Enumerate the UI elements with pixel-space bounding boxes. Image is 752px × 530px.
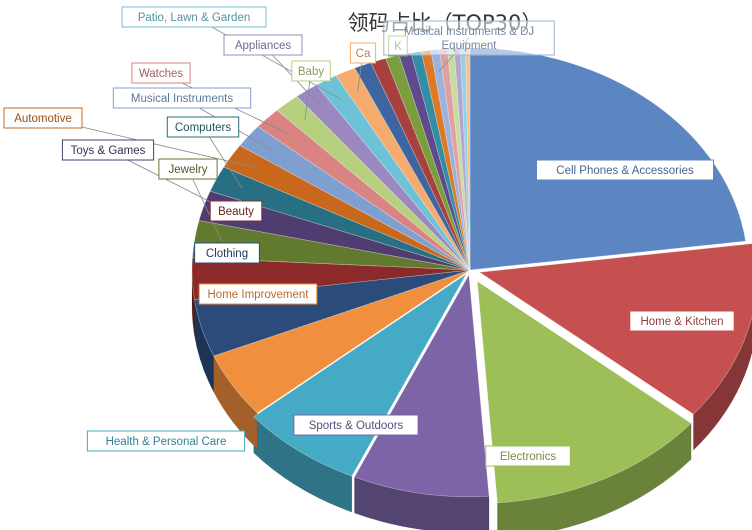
- slice-label: Clothing: [194, 242, 260, 264]
- pie-slice: [198, 190, 471, 271]
- slice-label: Home Improvement: [198, 283, 318, 305]
- slice-label-text: Home & Kitchen: [640, 316, 723, 328]
- slice-labels: Cell Phones & Accessories Home & Kitchen E…: [3, 6, 735, 467]
- slice-label-text: Health & Personal Care: [106, 436, 227, 448]
- leader-line: [193, 16, 341, 100]
- label-box: [485, 445, 571, 467]
- label-box: [209, 200, 263, 222]
- slice-label-text: Baby: [298, 66, 324, 78]
- slice-label-text: Automotive: [14, 113, 72, 125]
- slice-label-text: Patio, Lawn & Garden: [138, 12, 251, 24]
- pie-slice: [353, 273, 490, 498]
- label-box: [291, 60, 331, 82]
- slice-label-text: Computers: [175, 122, 231, 134]
- label-box: [121, 6, 267, 28]
- pie-slices: [191, 47, 752, 504]
- slice-label: Automotive: [3, 107, 83, 129]
- label-box: [131, 62, 191, 84]
- pie-slice: [192, 220, 471, 271]
- pie-slice: [478, 243, 752, 415]
- slice-label: Computers: [166, 116, 240, 138]
- label-box: [166, 116, 240, 138]
- slice-label-text: Musical Instruments & DJ: [404, 26, 534, 38]
- label-box: [198, 283, 318, 305]
- slice-label-text: Jewelry: [169, 164, 208, 176]
- label-box: [61, 139, 155, 161]
- slice-label-text: Beauty: [218, 206, 254, 218]
- label-box: [293, 414, 419, 436]
- slice-label-text: Toys & Games: [71, 145, 146, 157]
- slice-label: Health & Personal Care: [86, 430, 246, 452]
- label-box: [86, 430, 246, 452]
- pie-slice: [223, 144, 471, 271]
- pie-sides: [191, 269, 752, 530]
- slice-label-text: Electronics: [500, 451, 556, 463]
- slice-label: Ca: [349, 42, 377, 64]
- slice-label-text: Sports & Outdoors: [309, 420, 404, 432]
- pie-slice: [335, 67, 471, 271]
- slice-label: Beauty: [209, 200, 263, 222]
- slice-label: Musical Instruments: [112, 87, 252, 109]
- label-box: [112, 87, 252, 109]
- slice-label-text: Ca: [356, 48, 371, 60]
- slice-label: Home & Kitchen: [629, 310, 735, 332]
- slice-label: Appliances: [223, 34, 303, 56]
- pie-slice: [194, 269, 471, 357]
- slice-label: Watches: [131, 62, 191, 84]
- label-box: [158, 158, 218, 180]
- leader-line: [187, 168, 223, 243]
- slice-label-text: Musical Instruments: [131, 93, 234, 105]
- pie-slice: [296, 84, 471, 271]
- pie-slice: [239, 126, 471, 271]
- slice-label: Musical Instruments & DJ Equipment: [383, 20, 555, 56]
- pie-slice: [257, 109, 471, 271]
- pie-slice: [213, 269, 471, 414]
- slice-label-text: Watches: [139, 68, 184, 80]
- label-box: [349, 42, 377, 64]
- pie-slice: [469, 47, 747, 271]
- slice-label: Jewelry: [158, 158, 218, 180]
- slice-label-text: Home Improvement: [208, 289, 310, 301]
- slice-label: Electronics: [485, 445, 571, 467]
- label-box: [383, 20, 555, 56]
- slice-label-text: Cell Phones & Accessories: [556, 165, 694, 177]
- slice-label: Baby: [291, 60, 331, 82]
- label-box: [3, 107, 83, 129]
- pie-slice: [276, 95, 471, 271]
- label-box: [223, 34, 303, 56]
- slice-label: Sports & Outdoors: [293, 414, 419, 436]
- slice-label: Patio, Lawn & Garden: [121, 6, 267, 28]
- slice-label-text: Appliances: [235, 40, 292, 52]
- label-box: [536, 159, 714, 181]
- slice-label-text: Clothing: [206, 248, 248, 260]
- slice-label: Cell Phones & Accessories: [536, 159, 714, 181]
- slice-label-text: Equipment: [442, 40, 498, 52]
- label-box: [629, 310, 735, 332]
- slice-label: Toys & Games: [61, 139, 155, 161]
- label-box: [194, 242, 260, 264]
